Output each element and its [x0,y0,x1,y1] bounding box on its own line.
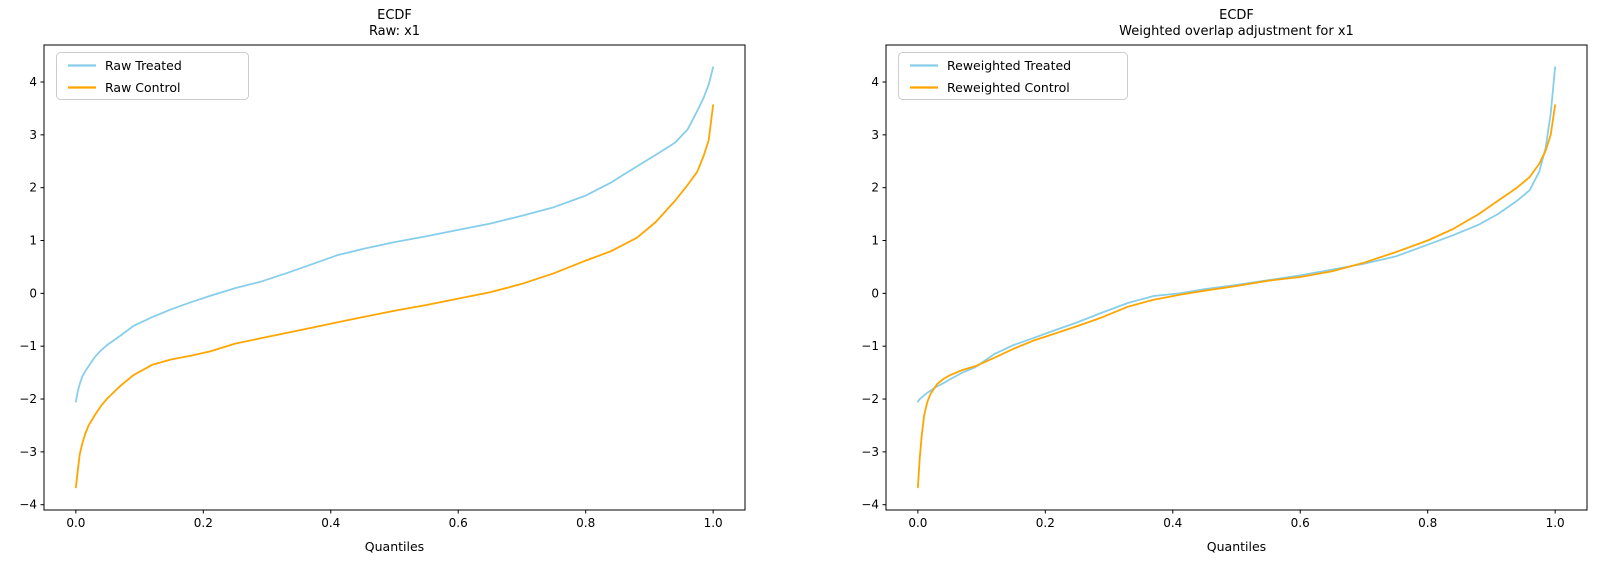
x-tick-label: 1.0 [704,516,723,530]
y-tick-label: −4 [19,498,37,512]
reweighted-control-legend-label: Reweighted Control [947,80,1070,95]
x-tick-label: 0.8 [576,516,595,530]
x-axis-label: Quantiles [1207,539,1266,554]
y-tick-label: 0 [871,286,879,300]
chart-subtitle: Weighted overlap adjustment for x1 [1119,24,1354,39]
plot-area-border [885,44,1588,511]
y-tick-label: −3 [19,445,37,459]
y-tick-label: 3 [871,128,879,142]
x-tick-label: 1.0 [1546,516,1565,530]
x-tick-label: 0.2 [1036,516,1055,530]
raw-control-line [75,104,714,489]
plot-area: 0.0 0.2 0.4 0.6 0.8 1.0 −4 −3 −2 −1 0 1 2 3 4 [861,66,1565,530]
y-tick-label: −2 [861,392,879,406]
x-tick-label: 0.6 [1291,516,1310,530]
y-tick-label: 4 [871,75,879,89]
y-tick-label: −2 [19,392,37,406]
x-tick-label: 0.4 [321,516,340,530]
legend: Raw Treated Raw Control [56,52,249,100]
x-tick-label: 0.0 [908,516,927,530]
raw-treated-legend-label: Raw Treated [105,58,182,73]
y-tick-label: −1 [19,339,37,353]
chart-subtitle: Raw: x1 [369,24,420,39]
raw-control-legend-label: Raw Control [105,80,180,95]
x-tick-label: 0.6 [449,516,468,530]
ecdf-weighted-chart: ECDF Weighted overlap adjustment for x1 … [861,8,1588,554]
plot-area: 0.0 0.2 0.4 0.6 0.8 1.0 −4 −3 −2 −1 0 1 2 3 4 [19,66,723,530]
y-tick-label: 2 [29,181,37,195]
x-tick-label: 0.4 [1163,516,1182,530]
reweighted-control-line [917,104,1556,489]
x-tick-label: 0.0 [66,516,85,530]
y-tick-label: 1 [871,234,879,248]
chart-title: ECDF [1219,8,1254,23]
legend-box [898,52,1128,100]
x-tick-label: 0.2 [194,516,213,530]
y-tick-label: 4 [29,75,37,89]
x-tick-label: 0.8 [1418,516,1437,530]
reweighted-treated-line [917,66,1556,403]
plot-area-border [43,44,746,511]
raw-treated-line [75,66,714,403]
ecdf-raw-chart: ECDF Raw: x1 0.0 0.2 0.4 0.6 0.8 1.0−4−3−2−10… [19,8,746,554]
y-tick-label: 1 [29,234,37,248]
reweighted-treated-legend-label: Reweighted Treated [947,58,1071,73]
legend-box [56,52,249,100]
y-tick-label: −4 [861,498,879,512]
y-tick-label: −3 [861,445,879,459]
legend: Reweighted Treated Reweighted Control [898,52,1128,100]
y-tick-label: 2 [871,181,879,195]
y-tick-label: −1 [861,339,879,353]
chart-title: ECDF [377,8,412,23]
y-tick-label: 0 [29,286,37,300]
x-axis-label: Quantiles [365,539,424,554]
y-tick-label: 3 [29,128,37,142]
